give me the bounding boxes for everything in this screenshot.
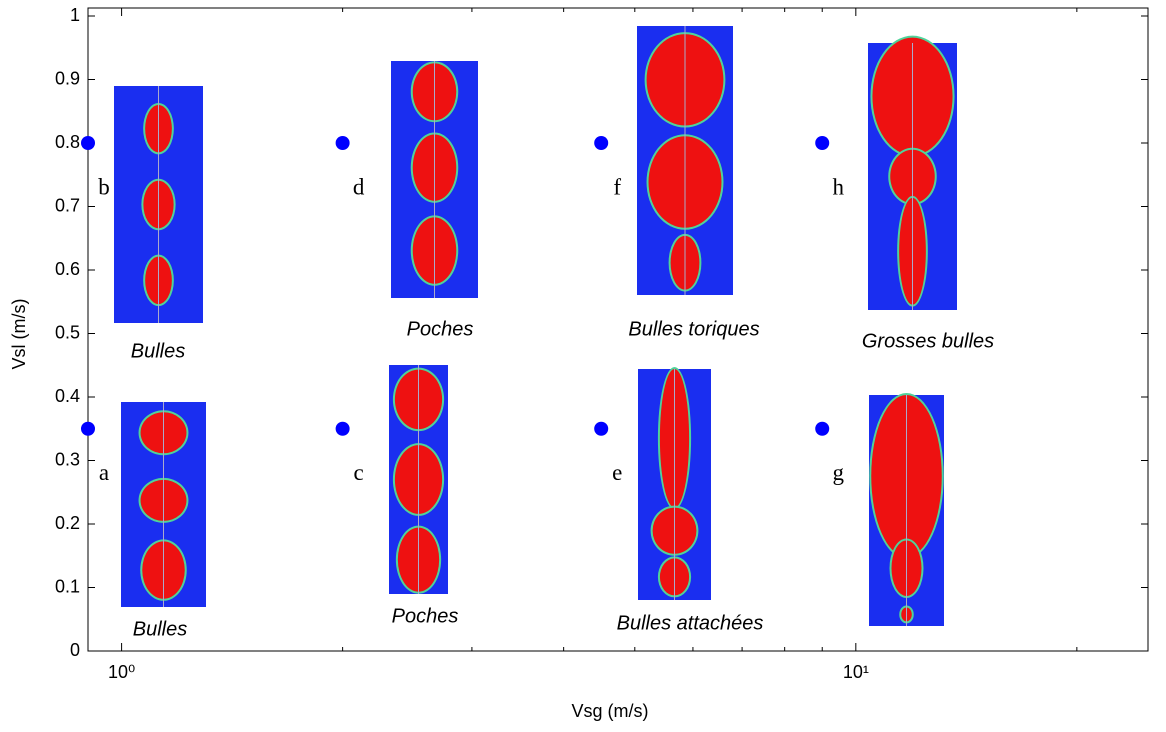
caption: Bulles [131,340,185,362]
flow-image [121,402,206,607]
y-tick-label: 0.1 [55,576,80,596]
y-tick-label: 0 [70,640,80,660]
caption: Poches [407,318,474,340]
x-tick-label: 10¹ [843,662,869,682]
plot-frame [87,7,1149,652]
caption: Poches [392,605,459,627]
point [815,136,830,150]
point [815,421,830,436]
point-label: h [832,174,844,199]
x-axis-title: Vsg (m/s) [571,701,648,721]
y-tick-label: 0.4 [55,386,80,406]
point [335,421,350,436]
flow-image [868,35,957,310]
flow-image [114,86,203,323]
flow-image [391,61,478,298]
point-label: d [353,174,365,199]
flow-image [638,367,711,600]
point [335,136,350,150]
point-label: a [99,460,109,485]
point-label: c [354,460,364,485]
point [594,136,609,150]
point [81,136,95,150]
caption: Bulles [133,618,187,640]
caption: Bulles attachées [617,612,764,634]
flow-image [637,26,733,295]
y-tick-label: 0.6 [55,259,80,279]
point-label: e [612,460,622,485]
caption: Bulles toriques [628,318,759,340]
point [81,421,95,436]
point-label: b [98,174,110,199]
y-tick-label: 0.9 [55,68,80,88]
y-tick-label: 0.7 [55,195,80,215]
y-tick-label: 0.2 [55,513,80,533]
y-tick-label: 0.3 [55,449,80,469]
y-tick-label: 0.8 [55,132,80,152]
caption: Grosses bulles [862,330,994,352]
flow-image [869,393,944,626]
y-axis-title: Vsl (m/s) [9,299,29,370]
y-tick-label: 0.5 [55,322,80,342]
point-label: g [832,460,844,485]
x-tick-label: 10⁰ [108,662,135,682]
y-tick-label: 1 [70,5,80,25]
flow-image [389,365,448,594]
point [594,421,609,436]
point-label: f [613,174,621,199]
